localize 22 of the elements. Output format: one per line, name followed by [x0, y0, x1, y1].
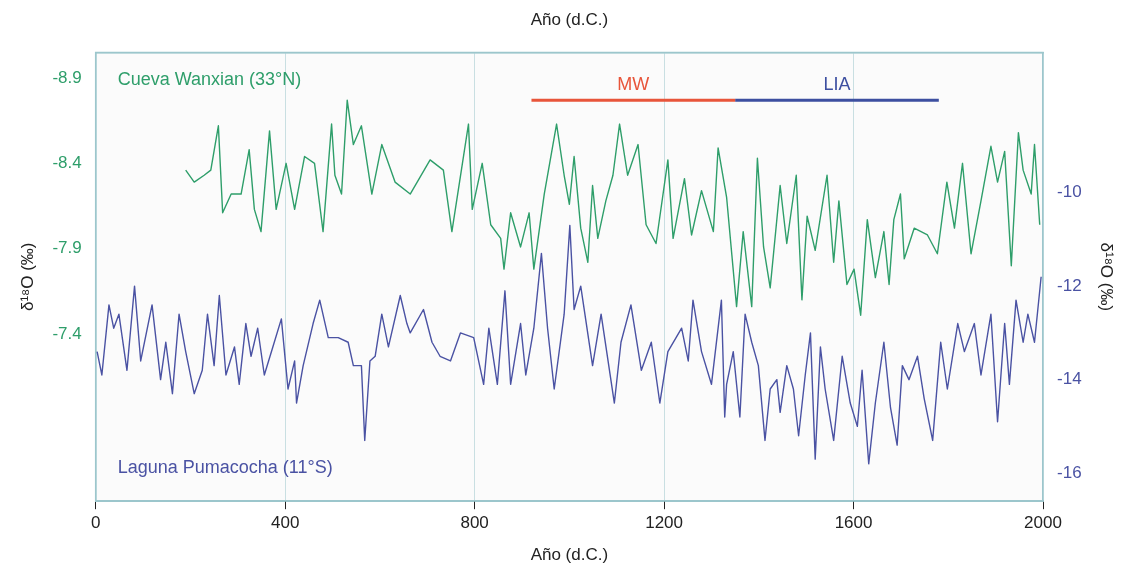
x-tick-label: 800	[460, 513, 489, 533]
x-axis-title: Año (d.C.)	[530, 545, 609, 565]
y2-tick-label: -16	[1057, 462, 1082, 482]
x2-axis-title: Año (d.C.)	[530, 9, 609, 29]
x-tick-label: 400	[270, 513, 300, 533]
y-axis-title: δ¹⁸O (‰)	[17, 242, 37, 312]
y-tick-label: -7.9	[52, 238, 82, 258]
y2-axis-title: δ¹⁸O (‰)	[1097, 242, 1117, 312]
y-tick-label: -8.4	[52, 153, 82, 173]
text: Laguna Pumacocha (11°S)	[117, 457, 333, 478]
x-tick-label: 2000	[1024, 513, 1062, 533]
y-tick-label: -8.9	[52, 67, 82, 87]
x-tick-label: 1600	[834, 513, 873, 533]
series-label: MW	[617, 74, 650, 95]
y2-tick-label: -14	[1057, 369, 1082, 389]
y2-tick-label: -10	[1057, 182, 1082, 202]
text: Cueva Wanxian (33°N)	[117, 69, 302, 90]
x-tick-label: 1200	[645, 513, 684, 533]
series-label: LIA	[823, 74, 851, 95]
y-tick-label: -7.4	[52, 323, 82, 343]
x-tick-label: 0	[90, 513, 101, 533]
y2-tick-label: -12	[1057, 275, 1082, 295]
